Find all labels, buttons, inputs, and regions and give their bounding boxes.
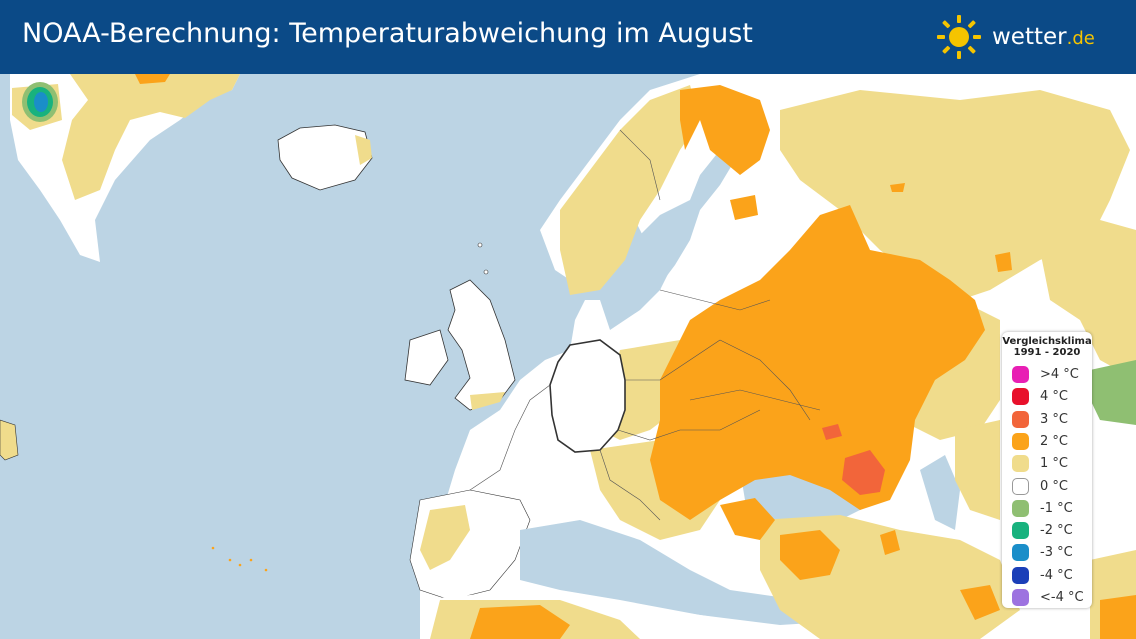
legend-item: -2 °C bbox=[1012, 520, 1092, 540]
legend: Vergleichsklima 1991 - 2020 >4 °C 4 °C 3 °… bbox=[1002, 332, 1092, 608]
legend-item: 1 °C bbox=[1012, 453, 1092, 473]
legend-swatch bbox=[1012, 410, 1029, 428]
legend-swatch bbox=[1012, 589, 1029, 606]
legend-item: <-4 °C bbox=[1012, 587, 1092, 607]
legend-title-line2: 1991 - 2020 bbox=[1013, 347, 1081, 358]
legend-label: 0 °C bbox=[1040, 478, 1068, 494]
legend-label: -4 °C bbox=[1040, 567, 1073, 583]
legend-label: 4 °C bbox=[1040, 389, 1068, 405]
legend-label: >4 °C bbox=[1040, 367, 1079, 382]
legend-label: -1 °C bbox=[1040, 500, 1073, 516]
country-borders bbox=[469, 129, 821, 521]
legend-swatch bbox=[1012, 566, 1029, 584]
legend-item: -4 °C bbox=[1012, 565, 1092, 585]
logo-main: wetter bbox=[992, 24, 1067, 50]
legend-label: 2 °C bbox=[1040, 433, 1068, 449]
legend-swatch bbox=[1012, 455, 1029, 473]
sun-icon bbox=[937, 15, 981, 59]
legend-swatch bbox=[1012, 544, 1029, 562]
legend-swatch bbox=[1012, 522, 1029, 540]
logo-text: wetter.de bbox=[992, 24, 1095, 50]
legend-label: 1 °C bbox=[1040, 456, 1068, 472]
greenland bbox=[10, 74, 240, 262]
legend-item: -1 °C bbox=[1012, 498, 1092, 518]
legend-item: 0 °C bbox=[1012, 476, 1092, 496]
atlantic-islands bbox=[211, 546, 268, 572]
iceland bbox=[277, 124, 373, 191]
legend-label: -3 °C bbox=[1040, 545, 1073, 561]
baltic-sea bbox=[625, 150, 735, 295]
legend-title: Vergleichsklima 1991 - 2020 bbox=[1002, 332, 1092, 358]
legend-item: 4 °C bbox=[1012, 386, 1092, 406]
caspian-sea bbox=[920, 455, 960, 530]
legend-swatch bbox=[1012, 432, 1029, 450]
legend-label: <-4 °C bbox=[1040, 590, 1084, 605]
anomaly-plus3 bbox=[822, 424, 885, 495]
legend-swatch bbox=[1012, 388, 1029, 406]
legend-item: >4 °C bbox=[1012, 364, 1092, 384]
legend-swatch bbox=[1012, 499, 1029, 517]
anomaly-plus2 bbox=[650, 85, 1136, 639]
legend-item: -3 °C bbox=[1012, 542, 1092, 562]
page-title: NOAA-Berechnung: Temperaturabweichung im… bbox=[22, 18, 753, 49]
legend-label: 3 °C bbox=[1040, 411, 1068, 427]
legend-title-line1: Vergleichsklima bbox=[1002, 336, 1092, 347]
germany-outline bbox=[549, 339, 626, 453]
legend-swatch bbox=[1012, 366, 1029, 383]
wetter-de-logo[interactable]: wetter.de bbox=[936, 15, 1126, 59]
header-bar: NOAA-Berechnung: Temperaturabweichung im… bbox=[0, 0, 1136, 74]
logo-tld: .de bbox=[1066, 28, 1095, 49]
legend-item: 2 °C bbox=[1012, 431, 1092, 451]
british-isles bbox=[404, 279, 516, 411]
legend-swatch bbox=[1012, 477, 1029, 495]
anomaly-minus1 bbox=[1088, 360, 1136, 425]
temperature-anomaly-map bbox=[0, 74, 1136, 639]
legend-item: 3 °C bbox=[1012, 409, 1092, 429]
legend-label: -2 °C bbox=[1040, 523, 1073, 539]
